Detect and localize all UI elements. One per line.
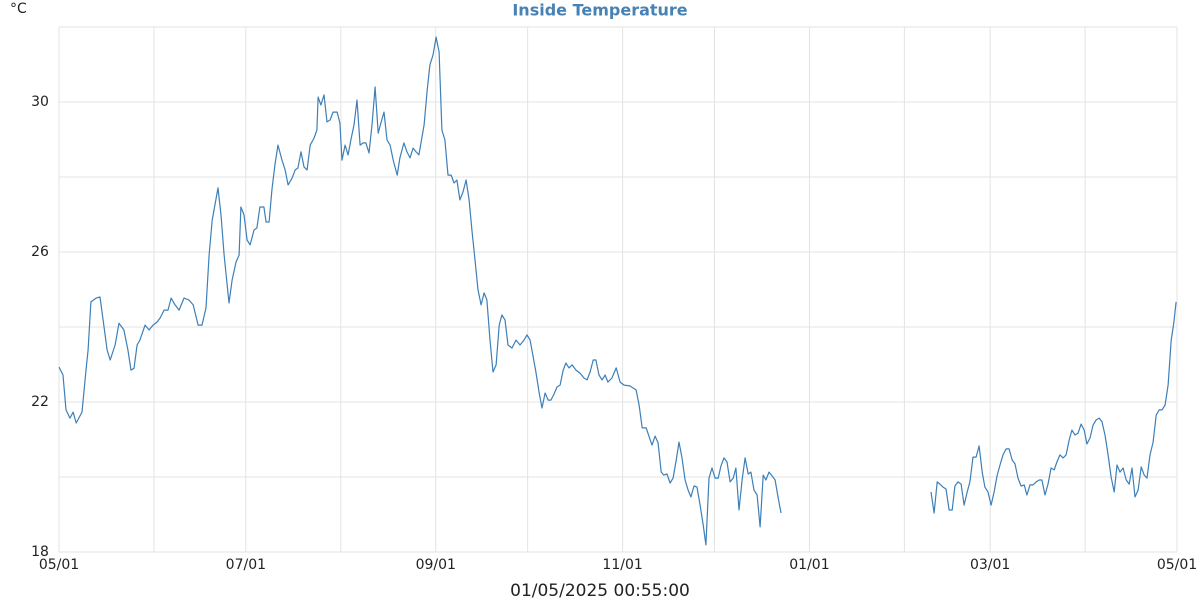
x-tick-label: 01/01 [789, 557, 829, 573]
y-tick-label: 30 [31, 94, 49, 110]
x-tick-label: 05/01 [39, 557, 79, 573]
chart-title: Inside Temperature [512, 1, 687, 20]
y-tick-label: 22 [31, 394, 49, 410]
y-axis-label: °C [10, 1, 27, 17]
y-tick-label: 26 [31, 244, 49, 260]
temperature-line [58, 36, 1177, 546]
x-tick-label: 11/01 [602, 557, 642, 573]
x-tick-label: 09/01 [416, 557, 456, 573]
x-tick-label: 05/01 [1157, 557, 1197, 573]
x-axis-label: 01/05/2025 00:55:00 [510, 581, 690, 600]
y-tick-label: 18 [31, 544, 49, 560]
x-tick-label: 07/01 [226, 557, 266, 573]
x-tick-label: 03/01 [970, 557, 1010, 573]
